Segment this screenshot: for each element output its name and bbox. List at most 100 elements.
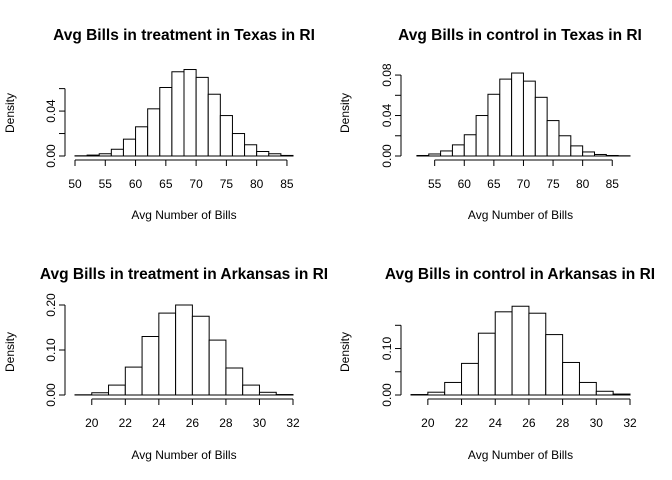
x-tick-label: 50: [68, 177, 82, 191]
histogram-bar: [110, 148, 124, 157]
histogram-bar: [86, 154, 100, 157]
y-tick-label: 0.00: [44, 383, 58, 407]
y-tick-label: 0.04: [44, 99, 58, 123]
x-tick-label: 75: [220, 177, 234, 191]
histogram-bar: [416, 154, 430, 157]
histogram-bar: [595, 390, 614, 396]
x-tick-label: 55: [99, 177, 113, 191]
histogram-bar: [258, 391, 277, 396]
x-tick-label: 20: [421, 416, 435, 430]
histogram-bar: [534, 96, 548, 157]
chart-panel-3: Avg Bills in treatment in Arkansas in RI…: [3, 266, 328, 462]
histogram-bar: [231, 133, 246, 157]
histogram-bar: [280, 154, 294, 157]
histogram-bar: [91, 392, 110, 396]
chart-panel-2: Avg Bills in control in Texas in RI 55 60 6…: [338, 27, 642, 222]
histogram-bar: [545, 334, 564, 396]
histogram-bar: [268, 153, 282, 157]
histogram-bar: [487, 93, 501, 157]
histogram-bar: [158, 312, 177, 396]
histogram-bar: [108, 384, 126, 396]
x-tick-label: 32: [286, 416, 300, 430]
y-tick-label: 0.00: [380, 383, 394, 407]
y-tick-label: 0.00: [380, 144, 394, 168]
x-tick-label: 60: [129, 177, 143, 191]
x-tick-label: 24: [489, 416, 503, 430]
chart-title: Avg Bills in control in Texas in RI: [398, 27, 642, 44]
histogram-bar: [562, 361, 580, 396]
histogram-bar: [444, 381, 463, 396]
histogram-bar: [124, 366, 143, 396]
histogram-bar: [207, 93, 221, 157]
chart-title: Avg Bills in treatment in Arkansas in RI: [40, 266, 328, 283]
histogram-bar: [428, 153, 442, 157]
histogram-bar: [511, 305, 530, 396]
x-tick-label: 60: [458, 177, 472, 191]
histogram-bar: [122, 138, 137, 157]
histogram-bar: [195, 76, 209, 157]
histogram-bar: [219, 115, 233, 157]
x-tick-label: 75: [546, 177, 560, 191]
histogram-bar: [135, 126, 149, 157]
y-tick-label: 0.00: [44, 144, 58, 168]
histogram-bar: [570, 145, 584, 157]
histogram-bar: [147, 108, 161, 157]
x-tick-label: 30: [253, 416, 267, 430]
x-tick-label: 70: [189, 177, 203, 191]
histogram-bar: [225, 367, 244, 396]
y-axis-label: Density: [338, 332, 352, 372]
histogram-bar: [440, 150, 453, 157]
y-axis-label: Density: [3, 93, 17, 133]
y-tick-label: 0.10: [44, 338, 58, 362]
histogram-bar: [494, 311, 513, 396]
x-tick-label: 55: [428, 177, 442, 191]
histogram-bar: [242, 384, 260, 396]
y-tick-label: 0.04: [380, 104, 394, 128]
chart-panel-1: Avg Bills in treatment in Texas in RI 50 5…: [3, 27, 315, 222]
histogram-bar: [98, 153, 112, 157]
y-tick-label: 0.10: [380, 337, 394, 361]
x-tick-label: 70: [517, 177, 531, 191]
histogram-bar: [546, 120, 560, 157]
histogram-bar: [171, 71, 185, 157]
chart-title: Avg Bills in treatment in Texas in RI: [53, 27, 315, 44]
x-tick-label: 28: [556, 416, 570, 430]
x-tick-label: 24: [152, 416, 166, 430]
x-tick-label: 85: [280, 177, 294, 191]
x-tick-label: 80: [576, 177, 590, 191]
histogram-bar: [208, 339, 227, 396]
chart-panel-4: Avg Bills in control in Arkansas in RI 20…: [338, 266, 655, 462]
x-tick-label: 20: [85, 416, 99, 430]
x-tick-label: 80: [250, 177, 264, 191]
histogram-bar: [191, 315, 210, 396]
x-axis-label: Avg Number of Bills: [131, 448, 236, 462]
histogram-bar: [578, 381, 597, 396]
histogram-bar: [499, 78, 513, 157]
x-axis-label: Avg Number of Bills: [468, 448, 573, 462]
histogram-bar: [475, 115, 489, 157]
x-tick-label: 85: [606, 177, 620, 191]
histogram-bar: [593, 153, 607, 157]
histogram-bar: [558, 135, 572, 157]
x-axis-label: Avg Number of Bills: [468, 208, 573, 222]
histogram-bar: [612, 393, 631, 396]
histogram-bar: [427, 391, 446, 396]
histogram-bar: [451, 144, 465, 157]
x-tick-label: 32: [623, 416, 637, 430]
y-axis-label: Density: [3, 332, 17, 372]
histogram-bar: [463, 134, 477, 157]
histogram-bar: [522, 80, 536, 157]
histogram-bar: [183, 69, 197, 157]
x-tick-label: 22: [119, 416, 133, 430]
x-axis-label: Avg Number of Bills: [131, 208, 236, 222]
histogram-bar: [159, 86, 173, 157]
x-tick-label: 22: [455, 416, 469, 430]
histogram-bar: [461, 362, 479, 396]
y-tick-label: 0.20: [44, 293, 58, 317]
x-tick-label: 65: [487, 177, 501, 191]
histogram-bar: [528, 312, 547, 396]
y-axis-label: Density: [338, 93, 352, 133]
histogram-bar: [141, 336, 160, 396]
histogram-bar: [582, 151, 595, 157]
